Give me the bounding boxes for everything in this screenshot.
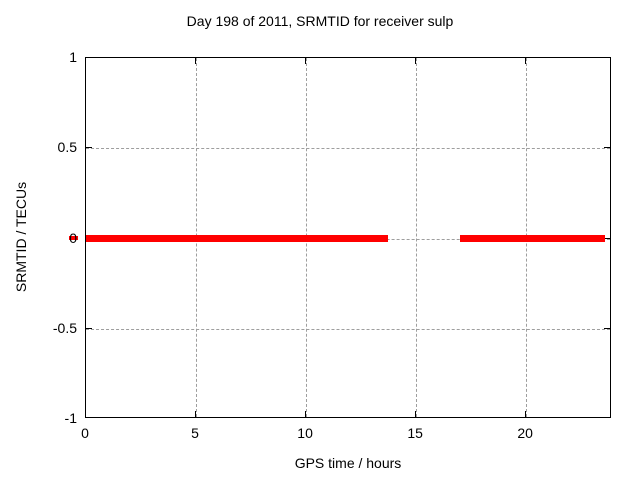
y-tick-label: 1 [69, 49, 77, 65]
x-axis-label: GPS time / hours [294, 455, 402, 471]
x-tick-mark-top [525, 58, 527, 64]
x-tick-mark-top [195, 58, 197, 64]
x-tick-mark-bottom [415, 411, 417, 417]
y-tick-mark-right [604, 237, 610, 239]
x-tick-mark-bottom [305, 411, 307, 417]
x-tick-label: 5 [191, 425, 199, 441]
y-tick-mark-left [86, 147, 92, 149]
x-tick-mark-top [305, 58, 307, 64]
x-tick-mark-top [415, 58, 417, 64]
y-tick-mark-right [604, 147, 610, 149]
x-gridline [416, 58, 418, 417]
x-tick-label: 20 [517, 425, 533, 441]
y-gridline [86, 148, 610, 150]
data-line-segment [460, 235, 606, 242]
y-tick-label: 0 [69, 229, 77, 246]
plot-area [85, 57, 611, 418]
x-tick-label: 15 [407, 425, 423, 441]
y-gridline [86, 328, 610, 330]
x-tick-label: 0 [81, 425, 89, 441]
data-line-segment [86, 235, 388, 242]
x-tick-mark-bottom [525, 411, 527, 417]
y-tick-label: 0.5 [57, 139, 77, 156]
chart-title: Day 198 of 2011, SRMTID for receiver sul… [186, 13, 454, 29]
x-tick-mark-bottom [195, 411, 197, 417]
y-tick-mark-left [86, 327, 92, 329]
x-tick-mark-top [85, 58, 86, 64]
x-tick-label: 10 [297, 425, 313, 441]
y-tick-label: -0.5 [52, 319, 77, 336]
zero-line-overhang-dash [69, 236, 78, 240]
y-tick-mark-right [604, 327, 610, 329]
x-tick-mark-bottom [85, 411, 86, 417]
y-tick-label: -1 [64, 410, 77, 426]
